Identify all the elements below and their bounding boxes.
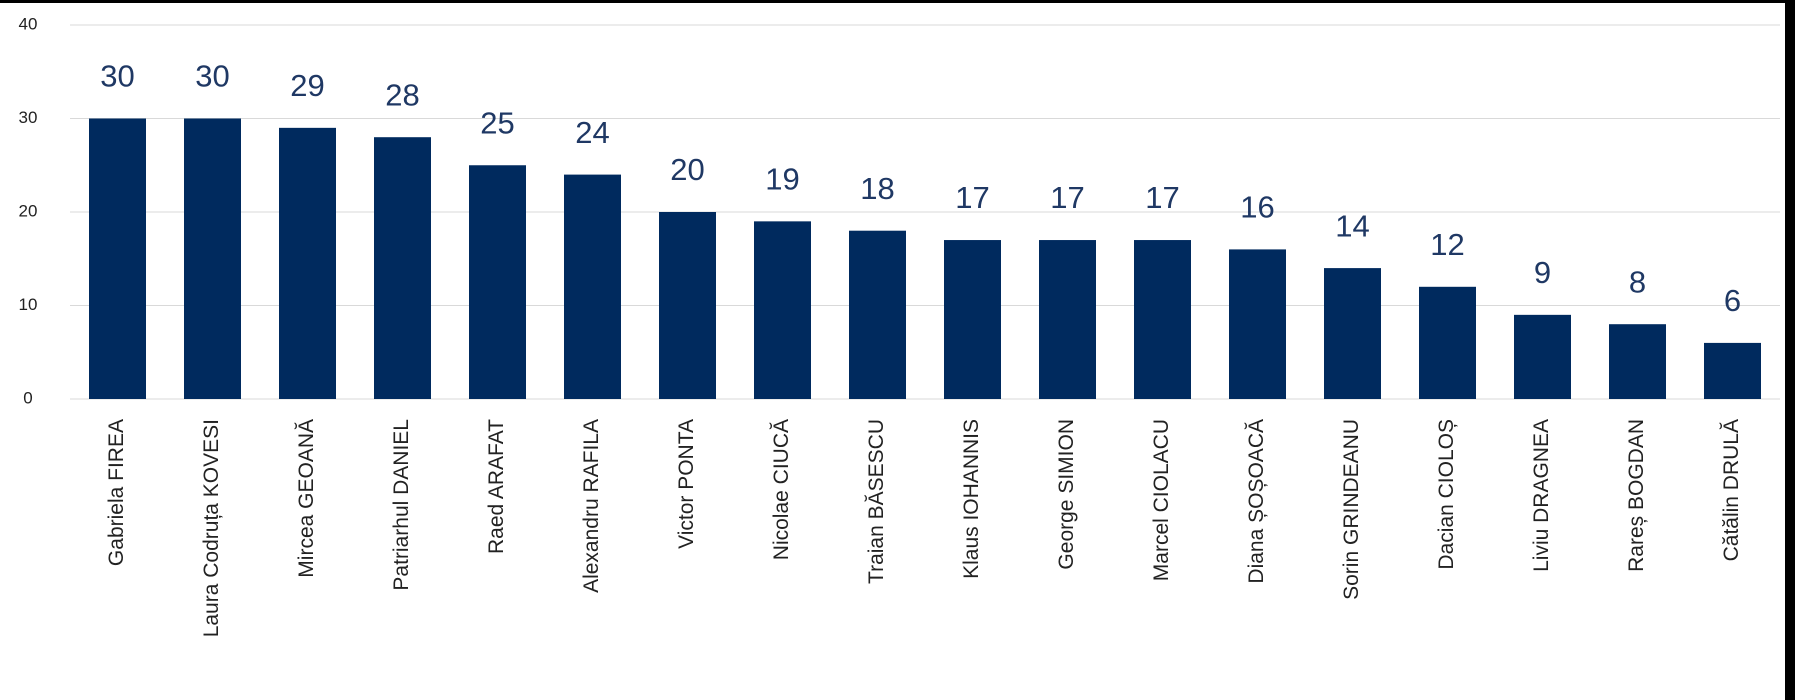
bar — [1609, 324, 1666, 399]
x-tick-label: Mircea GEOANĂ — [295, 419, 318, 578]
bar — [1514, 314, 1571, 399]
x-tick-label: Marcel CIOLACU — [1150, 419, 1173, 581]
x-tick-label: Traian BĂSESCU — [865, 419, 888, 584]
data-label: 8 — [1629, 264, 1646, 299]
bar — [89, 118, 146, 399]
data-label: 6 — [1724, 283, 1741, 318]
bar — [849, 230, 906, 399]
data-label: 24 — [575, 115, 609, 150]
bar — [1324, 268, 1381, 399]
x-tick-label: Cătălin DRULĂ — [1720, 419, 1743, 561]
data-label: 9 — [1534, 255, 1551, 290]
data-label: 29 — [290, 68, 324, 103]
y-tick-label: 40 — [19, 14, 38, 33]
bar — [279, 127, 336, 399]
x-tick-label: Diana ȘOȘOACĂ — [1245, 419, 1268, 584]
data-label: 30 — [100, 59, 134, 94]
x-tick-label: Patriarhul DANIEL — [390, 419, 413, 591]
y-tick-label: 20 — [19, 201, 38, 220]
bar — [754, 221, 811, 399]
x-tick-label: Dacian CIOLOȘ — [1435, 419, 1458, 570]
x-tick-label: Alexandru RAFILA — [580, 419, 603, 593]
data-label: 28 — [385, 77, 419, 112]
bar — [469, 165, 526, 399]
data-label: 19 — [765, 162, 799, 197]
data-label: 14 — [1335, 208, 1369, 243]
bar — [1229, 249, 1286, 399]
bar — [184, 118, 241, 399]
y-tick-label: 30 — [19, 108, 38, 127]
x-tick-label: Klaus IOHANNIS — [960, 419, 983, 579]
x-tick-label: Raed ARAFAT — [485, 419, 508, 554]
x-tick-label: Sorin GRINDEANU — [1340, 419, 1363, 600]
data-label: 17 — [1145, 180, 1179, 215]
data-label: 25 — [480, 105, 514, 140]
data-label: 20 — [670, 152, 704, 187]
bar — [1039, 240, 1096, 399]
x-tick-label: Liviu DRAGNEA — [1530, 419, 1553, 572]
x-tick-label: Gabriela FIREA — [105, 419, 128, 566]
data-label: 18 — [860, 171, 894, 206]
bar — [659, 212, 716, 399]
data-label: 12 — [1430, 227, 1464, 262]
data-label: 17 — [1050, 180, 1084, 215]
x-tick-label: George SIMION — [1055, 419, 1078, 570]
bar — [1419, 286, 1476, 399]
data-label: 30 — [195, 59, 229, 94]
x-tick-label: Victor PONTA — [675, 419, 698, 549]
data-label: 17 — [955, 180, 989, 215]
bar — [1134, 240, 1191, 399]
x-tick-label: Laura Codruța KOVESI — [200, 419, 223, 637]
bar — [1704, 342, 1761, 399]
bar — [374, 137, 431, 399]
x-tick-label: Rareș BOGDAN — [1625, 419, 1648, 572]
bar — [944, 240, 1001, 399]
y-tick-label: 10 — [19, 295, 38, 314]
y-tick-label: 0 — [23, 388, 32, 407]
data-label: 16 — [1240, 190, 1274, 225]
bar — [564, 174, 621, 399]
x-tick-label: Nicolae CIUCĂ — [770, 419, 793, 560]
